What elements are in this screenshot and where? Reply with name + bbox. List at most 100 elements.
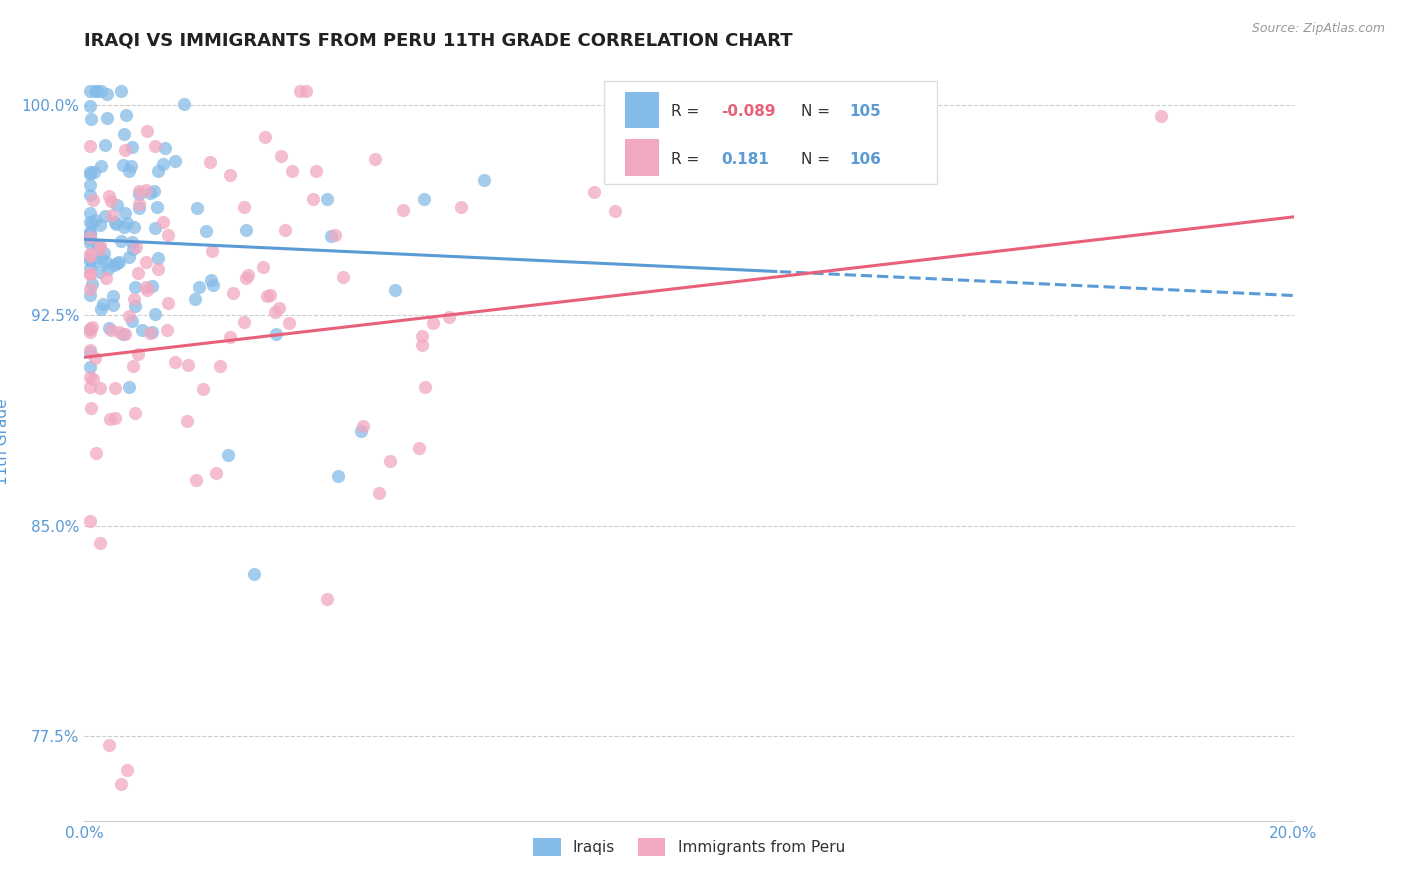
Point bbox=[84, 254, 107, 268]
Point bbox=[111, 158, 134, 172]
Point bbox=[84, 351, 107, 365]
Point bbox=[139, 186, 162, 201]
Point bbox=[184, 292, 207, 306]
Point bbox=[415, 380, 437, 394]
Point bbox=[79, 83, 101, 97]
Point bbox=[141, 326, 163, 340]
Point bbox=[82, 372, 104, 386]
Point bbox=[89, 218, 111, 232]
Point bbox=[128, 196, 150, 211]
Point bbox=[87, 239, 110, 253]
Point bbox=[165, 153, 187, 168]
Point bbox=[79, 229, 101, 244]
Point bbox=[128, 184, 150, 198]
Point bbox=[146, 163, 169, 178]
Point bbox=[411, 338, 433, 352]
Point bbox=[305, 164, 328, 178]
Point bbox=[450, 200, 472, 214]
Point bbox=[413, 192, 436, 206]
Point bbox=[98, 189, 121, 203]
Point bbox=[79, 260, 101, 275]
Point bbox=[274, 223, 297, 237]
Point bbox=[278, 316, 301, 330]
Point bbox=[411, 328, 433, 343]
Point bbox=[204, 467, 226, 481]
Point bbox=[1149, 109, 1171, 123]
Point bbox=[156, 228, 179, 243]
Point bbox=[176, 414, 198, 428]
Point bbox=[328, 469, 350, 483]
Point bbox=[267, 301, 290, 315]
Point bbox=[79, 360, 101, 375]
Point bbox=[79, 282, 101, 296]
Point bbox=[103, 258, 125, 272]
Point bbox=[270, 149, 292, 163]
Point bbox=[323, 227, 346, 242]
Point bbox=[79, 99, 101, 113]
Point bbox=[200, 244, 222, 259]
Point bbox=[252, 260, 274, 274]
Point bbox=[124, 300, 146, 314]
Point bbox=[238, 268, 260, 283]
Point bbox=[79, 344, 101, 359]
Text: R =: R = bbox=[671, 152, 704, 167]
Point bbox=[128, 201, 150, 215]
Point bbox=[89, 242, 111, 256]
Point bbox=[79, 235, 101, 250]
Point bbox=[108, 325, 131, 339]
FancyBboxPatch shape bbox=[624, 139, 659, 176]
Point bbox=[173, 97, 195, 112]
Point bbox=[127, 347, 149, 361]
Point bbox=[96, 111, 118, 125]
Point bbox=[295, 83, 318, 97]
Point bbox=[127, 266, 149, 280]
Point bbox=[120, 159, 142, 173]
Point bbox=[79, 165, 101, 179]
Point bbox=[79, 268, 101, 282]
Point bbox=[90, 83, 112, 97]
Point bbox=[80, 112, 103, 127]
Point bbox=[391, 202, 413, 217]
Point bbox=[79, 215, 101, 229]
FancyBboxPatch shape bbox=[605, 81, 936, 184]
Point bbox=[186, 474, 208, 488]
Point bbox=[143, 220, 166, 235]
Point bbox=[97, 261, 120, 276]
Point bbox=[82, 194, 104, 208]
Point bbox=[200, 155, 222, 169]
Point bbox=[122, 219, 145, 234]
Point bbox=[117, 310, 139, 324]
Point bbox=[104, 215, 127, 229]
Point bbox=[118, 250, 141, 264]
Point bbox=[321, 228, 343, 243]
Point bbox=[94, 210, 117, 224]
Point bbox=[235, 270, 257, 285]
Point bbox=[80, 401, 103, 416]
Point bbox=[128, 186, 150, 201]
Point bbox=[256, 289, 278, 303]
Text: 106: 106 bbox=[849, 152, 882, 167]
Point bbox=[98, 321, 121, 335]
Point bbox=[152, 157, 174, 171]
FancyBboxPatch shape bbox=[624, 92, 659, 128]
Point bbox=[350, 424, 373, 438]
Point bbox=[152, 215, 174, 229]
Point bbox=[100, 323, 122, 337]
Legend: Iraqis, Immigrants from Peru: Iraqis, Immigrants from Peru bbox=[527, 831, 851, 863]
Point bbox=[242, 566, 264, 581]
Point bbox=[316, 592, 339, 607]
Point bbox=[79, 322, 101, 336]
Point bbox=[121, 140, 143, 154]
Point bbox=[253, 129, 276, 144]
Point bbox=[288, 83, 311, 97]
Point bbox=[139, 326, 162, 341]
Point bbox=[110, 777, 132, 791]
Point bbox=[117, 379, 139, 393]
Point bbox=[79, 232, 101, 246]
Point bbox=[79, 325, 101, 339]
Point bbox=[79, 322, 101, 336]
Point bbox=[112, 326, 135, 341]
Point bbox=[177, 358, 200, 372]
Point bbox=[118, 164, 141, 178]
Point bbox=[86, 83, 108, 97]
